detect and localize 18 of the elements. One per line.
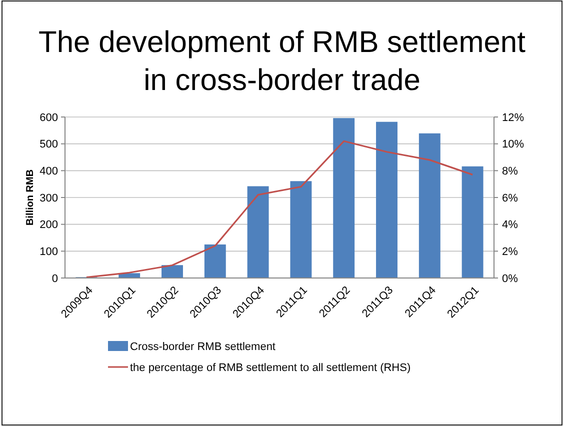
y2-tick-label: 6% — [502, 192, 518, 204]
y2-tick-label: 2% — [502, 246, 518, 258]
y-axis-title: Billion RMB — [25, 169, 36, 226]
y-tick-label: 0 — [52, 272, 58, 285]
y-tick-label: 600 — [40, 112, 58, 124]
y2-tick-label: 8% — [502, 166, 518, 178]
chart-title: The development of RMB settlement in cross-border trade — [38, 26, 526, 97]
legend-label: the percentage of RMB settlement to all settlement (RHS) — [130, 362, 411, 374]
y2-tick-label: 12% — [502, 112, 524, 124]
legend-label: Cross-border RMB settlement — [130, 340, 276, 353]
y-tick-label: 400 — [40, 166, 58, 178]
y-tick-label: 200 — [40, 219, 58, 232]
y-tick-label: 100 — [40, 246, 58, 258]
y2-tick-label: 4% — [502, 219, 518, 232]
y2-tick-label: 0% — [502, 272, 518, 285]
y2-tick-label: 10% — [502, 138, 524, 151]
y-tick-label: 300 — [40, 192, 58, 204]
y-tick-label: 500 — [40, 138, 58, 151]
